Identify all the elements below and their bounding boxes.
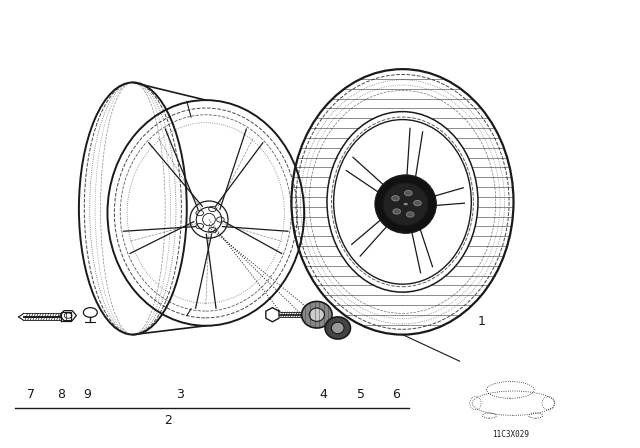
- Circle shape: [413, 200, 421, 206]
- Text: 5: 5: [357, 388, 365, 401]
- Ellipse shape: [325, 317, 351, 339]
- Ellipse shape: [332, 322, 344, 334]
- Text: 6: 6: [392, 388, 400, 401]
- Circle shape: [406, 212, 414, 217]
- Text: 11C3X029: 11C3X029: [492, 430, 529, 439]
- Text: 3: 3: [177, 388, 184, 401]
- Circle shape: [404, 190, 412, 196]
- Ellipse shape: [309, 308, 324, 321]
- Text: 9: 9: [83, 388, 91, 401]
- Text: 2: 2: [164, 414, 172, 427]
- Circle shape: [393, 209, 401, 214]
- Text: 4: 4: [319, 388, 327, 401]
- Text: 1: 1: [478, 315, 486, 328]
- Ellipse shape: [375, 175, 436, 233]
- Text: 8: 8: [57, 388, 65, 401]
- Circle shape: [403, 202, 408, 206]
- Ellipse shape: [301, 302, 332, 328]
- Text: 7: 7: [28, 388, 35, 401]
- Circle shape: [392, 196, 399, 201]
- Ellipse shape: [383, 183, 428, 225]
